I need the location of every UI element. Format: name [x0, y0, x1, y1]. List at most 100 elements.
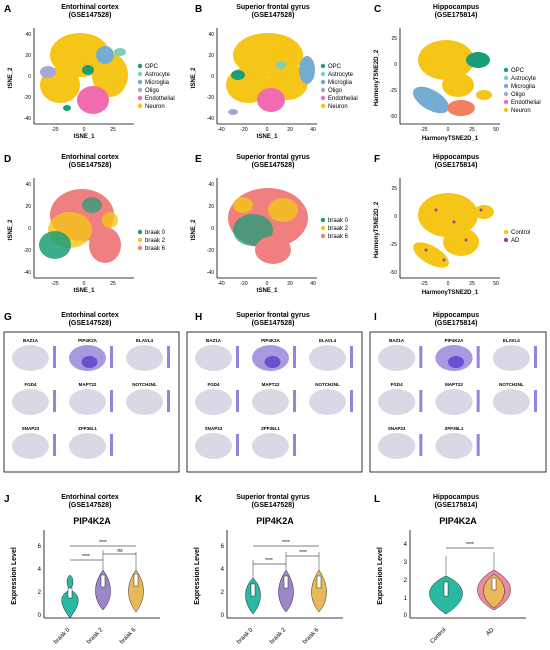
x-tick: -25 [420, 127, 427, 133]
panel-i: I Hippocampus (GSE175814) BAZ1A PIP4K2A EL… [366, 308, 550, 476]
panel-letter: H [195, 312, 203, 323]
y-tick: 2 [221, 590, 225, 596]
feature-cluster [435, 433, 473, 459]
panel-letter: B [195, 4, 203, 15]
y-tick: 4 [38, 567, 42, 573]
legend-label: Microglia [145, 80, 170, 86]
feature-cluster [195, 389, 232, 415]
tsne-plot-e: tSNE_1 tSNE_2 -40 -20 0 20 40 40 20 0 -2… [191, 178, 349, 294]
violin-plot-k: PIP4K2A Expression Level 6 4 2 0 **** **… [194, 516, 343, 646]
legend-label: Astrocyte [328, 72, 354, 78]
x-tick: 0 [266, 127, 269, 133]
x-axis-label: HarmonyTSNE2D_1 [422, 136, 479, 142]
color-scale-bar [236, 346, 239, 368]
x-axis-label: tSNE_1 [256, 134, 278, 140]
panel-title: Superior frontal gyrus (GSE147528) [213, 312, 333, 328]
panel-letter: E [195, 154, 202, 165]
panel-title: Hippocampus (GSE175814) [396, 312, 516, 328]
y-tick: -20 [24, 248, 31, 254]
panel-g: G Entorhinal cortex (GSE147528) BAZ1A PIP… [0, 308, 183, 476]
legend-label: OPC [145, 64, 159, 70]
y-tick: 3 [404, 560, 408, 566]
x-tick: -40 [217, 281, 224, 287]
y-tick: -50 [390, 270, 397, 276]
x-tick: braak 6 [302, 627, 321, 646]
color-scale-bar [110, 346, 113, 368]
panel-a: A Entorhinal cortex (GSE147528) tSNE_1 t… [0, 0, 183, 150]
color-scale-bar [476, 434, 480, 456]
color-scale-bar [293, 434, 296, 456]
y-axis-label: tSNE_2 [8, 67, 14, 89]
x-axis-label: tSNE_1 [73, 134, 95, 140]
title-line: Hippocampus [432, 312, 480, 319]
y-tick: 0 [221, 613, 225, 619]
x-tick: 25 [469, 127, 475, 133]
feature-cluster [435, 389, 473, 415]
y-axis-label: Expression Level [377, 547, 384, 605]
gse-line: (GSE175814) [434, 162, 478, 169]
axes [33, 28, 134, 125]
feature-cluster [69, 389, 106, 415]
panel-letter: J [4, 494, 10, 505]
y-tick: -25 [390, 88, 397, 94]
gene-label: NOTCH2NL [315, 382, 340, 387]
violin-plot-l: PIP4K2A Expression Level 4 3 2 1 0 **** … [377, 516, 526, 645]
feature-cluster [378, 389, 416, 415]
feature-grid-border [369, 331, 547, 473]
gene-label: BAZ1A [206, 338, 222, 343]
braak-legend: braak 0 braak 2 braak 6 [137, 229, 166, 252]
y-tick: 40 [208, 182, 214, 188]
title-line: Entorhinal cortex [61, 312, 119, 319]
x-tick: -20 [240, 127, 247, 133]
y-tick: 6 [38, 544, 42, 550]
gene-label: NOTCH2NL [499, 382, 524, 387]
panel-b: B Superior frontal gyrus (GSE147528) tSN… [183, 0, 366, 150]
tsne-plot-b: tSNE_1 tSNE_2 -40 -20 0 20 40 40 20 0 -2… [191, 28, 358, 140]
gene-label: PIP4K2A [445, 338, 465, 343]
legend-label: Neuron [145, 104, 165, 110]
feature-cluster [69, 433, 106, 459]
title-line: Hippocampus [432, 494, 480, 501]
color-scale-bar [53, 390, 56, 412]
y-tick: 20 [25, 53, 31, 59]
x-tick: 20 [287, 281, 293, 287]
y-tick: 2 [38, 590, 42, 596]
celltype-legend: OPC Astrocyte Microglia Oligo Endothelia… [137, 63, 175, 110]
tsne-plot-c: HarmonyTSNE2D_1 HarmonyTSNE2D_2 -25 0 25… [374, 28, 541, 142]
x-tick: 50 [493, 281, 499, 287]
title-line: Hippocampus [432, 4, 480, 11]
x-tick: -25 [51, 281, 58, 287]
x-tick: 50 [493, 127, 499, 133]
color-scale-bar [293, 390, 296, 412]
legend-label: braak 0 [145, 230, 166, 236]
x-tick: braak 0 [236, 627, 255, 646]
gene-title: PIP4K2A [73, 516, 111, 526]
x-tick: 40 [310, 281, 316, 287]
color-scale-bar [110, 390, 113, 412]
color-scale-bar [534, 390, 537, 412]
panel-letter: L [374, 494, 381, 505]
y-tick: -50 [390, 114, 397, 120]
x-tick: 25 [110, 127, 116, 133]
feature-cluster [309, 389, 346, 415]
panel-title: Superior frontal gyrus (GSE147528) [213, 4, 333, 20]
gene-label: BAZ1A [389, 338, 405, 343]
y-tick: 0 [28, 74, 31, 80]
braak-legend: braak 0 braak 2 braak 6 [320, 217, 349, 240]
x-tick: 0 [447, 127, 450, 133]
y-tick: 1 [404, 596, 408, 602]
tsne-plot-d: tSNE_1 tSNE_2 -25 0 25 40 20 0 -20 -40 b… [8, 178, 166, 294]
panel-letter: G [4, 312, 12, 323]
y-axis-label: HarmonyTSNE2D_2 [374, 49, 380, 106]
legend-label: braak 2 [145, 238, 166, 244]
x-tick: braak 2 [86, 627, 105, 646]
panel-title: Hippocampus (GSE175814) [396, 494, 516, 510]
feature-cluster [12, 433, 49, 459]
gene-title: PIP4K2A [439, 516, 477, 526]
feature-highlight [264, 356, 281, 368]
y-tick: 20 [208, 53, 214, 59]
feature-cluster [252, 433, 289, 459]
panel-j: J Entorhinal cortex (GSE147528) PIP4K2A … [0, 490, 183, 650]
y-tick: 6 [221, 544, 225, 550]
feature-cluster [126, 345, 163, 371]
